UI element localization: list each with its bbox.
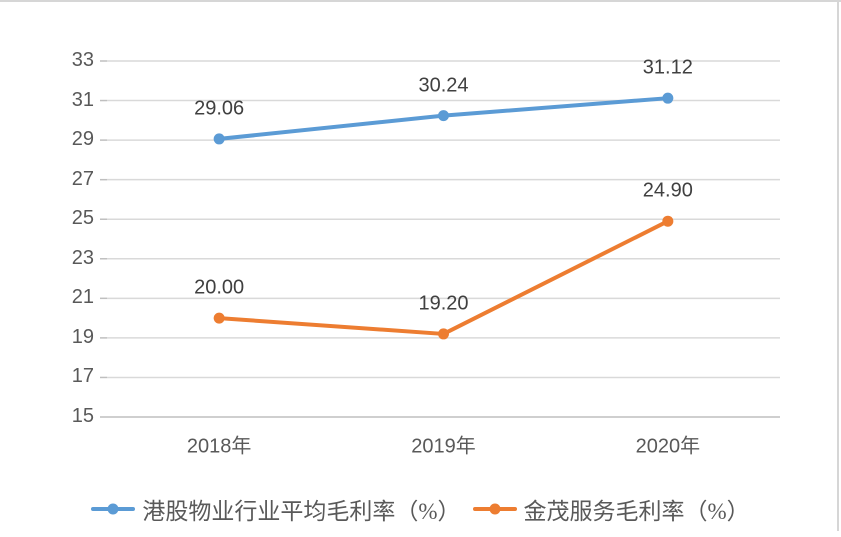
y-tick-label-31: 31	[71, 88, 94, 111]
data-label-series-1-2019年: 19.20	[418, 292, 469, 315]
y-tick-label-23: 23	[71, 246, 94, 269]
series-0-point-2018年[interactable]	[213, 133, 225, 145]
frame-border-top	[0, 0, 841, 2]
series-1-point-2019年[interactable]	[438, 328, 449, 340]
orange-line-dot-icon	[472, 503, 517, 516]
data-label-series-0-2018年: 29.06	[194, 97, 245, 120]
y-tick-label-15: 15	[71, 405, 94, 428]
legend: 港股物业行业平均毛利率（%） 金茂服务毛利率（%）	[0, 492, 841, 526]
frame-border-right	[837, 0, 839, 531]
x-tick-label-2020年: 2020年	[635, 435, 701, 458]
y-tick-label-19: 19	[71, 325, 94, 348]
y-tick-label-21: 21	[71, 286, 94, 309]
series-0-point-2020年[interactable]	[662, 92, 674, 104]
series-line-1	[217, 219, 670, 336]
data-label-series-1-2018年: 20.00	[194, 276, 245, 299]
legend-label-industry-average: 港股物业行业平均毛利率（%）	[142, 499, 461, 524]
series-1-point-2020年[interactable]	[662, 215, 674, 227]
y-tick-label-29: 29	[71, 128, 94, 151]
y-tick-label-17: 17	[71, 365, 94, 388]
legend-item-jinmao-service[interactable]: 金茂服务毛利率（%）	[472, 492, 750, 526]
series-1-point-2018年[interactable]	[213, 312, 225, 324]
x-tick-label-2018年: 2018年	[186, 435, 252, 458]
legend-item-industry-average[interactable]: 港股物业行业平均毛利率（%）	[91, 492, 461, 526]
legend-label-jinmao-service: 金茂服务毛利率（%）	[523, 499, 750, 524]
blue-line-dot-icon	[91, 503, 136, 516]
x-tick-label-2019年: 2019年	[411, 435, 476, 458]
data-label-series-1-2020年: 24.90	[642, 179, 693, 202]
y-tick-label-33: 33	[71, 49, 94, 72]
y-tick-label-27: 27	[71, 167, 94, 190]
series-0-point-2019年[interactable]	[438, 110, 449, 122]
data-label-series-0-2020年: 31.12	[642, 56, 693, 79]
y-tick-label-25: 25	[71, 207, 94, 230]
data-label-series-0-2019年: 30.24	[418, 74, 469, 97]
